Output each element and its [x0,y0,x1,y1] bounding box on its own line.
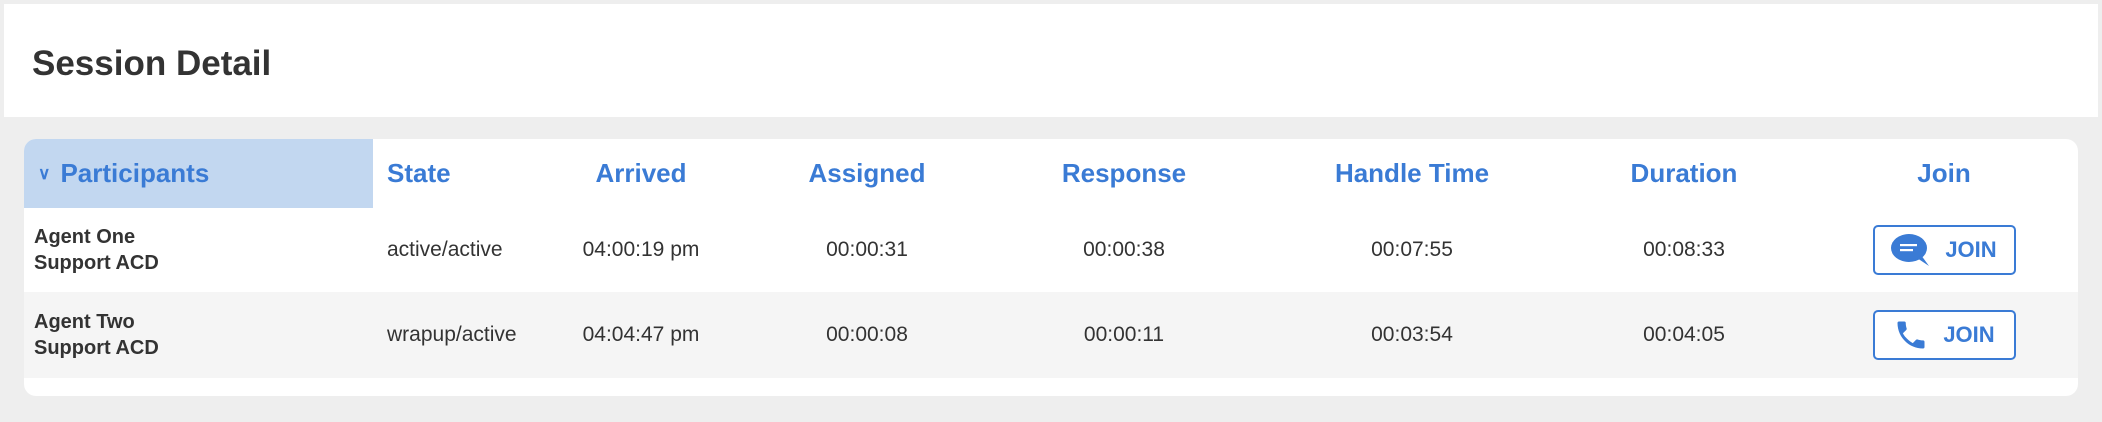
column-header-assigned[interactable]: Assigned [808,158,926,188]
table-row: Agent One Support ACD active/active 04:00… [24,208,2078,292]
participant-queue: Support ACD [34,337,159,359]
duration-cell: 00:08:33 [1643,238,1725,261]
join-label: JOIN [1945,237,1997,262]
chat-icon [1891,234,1930,266]
title-bar: Session Detail [4,4,2098,117]
column-header-handle-time[interactable]: Handle Time [1334,158,1490,188]
handle-time-cell: 00:07:55 [1371,238,1453,261]
column-header-state[interactable]: State [387,158,451,188]
assigned-cell: 00:00:08 [826,323,908,346]
response-cell: 00:00:38 [1083,238,1165,261]
participant-queue: Support ACD [34,252,159,274]
join-cell: JOIN [1810,292,2078,378]
page-title: Session Detail [32,44,272,83]
phone-icon [1897,321,1925,349]
table-header: ∨ Participants State Arrived Assigned Res… [24,139,2078,208]
join-label: JOIN [1943,322,1995,347]
column-header-join: Join [1917,158,1971,188]
join-chat-button[interactable]: JOIN [1872,225,2016,275]
column-header-duration[interactable]: Duration [1630,158,1738,188]
participant-cell: Agent One Support ACD [24,208,373,292]
state-cell: active/active [387,238,503,261]
join-cell: JOIN [1810,208,2078,292]
table-row: Agent Two Support ACD wrapup/active 04:04… [24,292,2078,378]
participant-name: Agent Two [34,311,135,333]
participant-cell: Agent Two Support ACD [24,292,373,378]
session-table: ∨ Participants State Arrived Assigned Res… [24,139,2078,396]
column-header-arrived[interactable]: Arrived [595,158,687,188]
state-cell: wrapup/active [387,323,517,346]
handle-time-cell: 00:03:54 [1371,323,1453,346]
arrived-cell: 04:00:19 pm [582,238,700,261]
duration-cell: 00:04:05 [1643,323,1725,346]
response-cell: 00:00:11 [1083,323,1165,346]
participant-name: Agent One [34,226,136,248]
join-call-button[interactable]: JOIN [1872,310,2016,360]
column-header-participants[interactable]: ∨ Participants [24,139,373,208]
arrived-cell: 04:04:47 pm [582,323,700,346]
assigned-cell: 00:00:31 [826,238,908,261]
column-label: Participants [60,158,210,188]
chevron-double-down-icon: ∨ [38,163,51,183]
column-header-response[interactable]: Response [1061,158,1187,188]
